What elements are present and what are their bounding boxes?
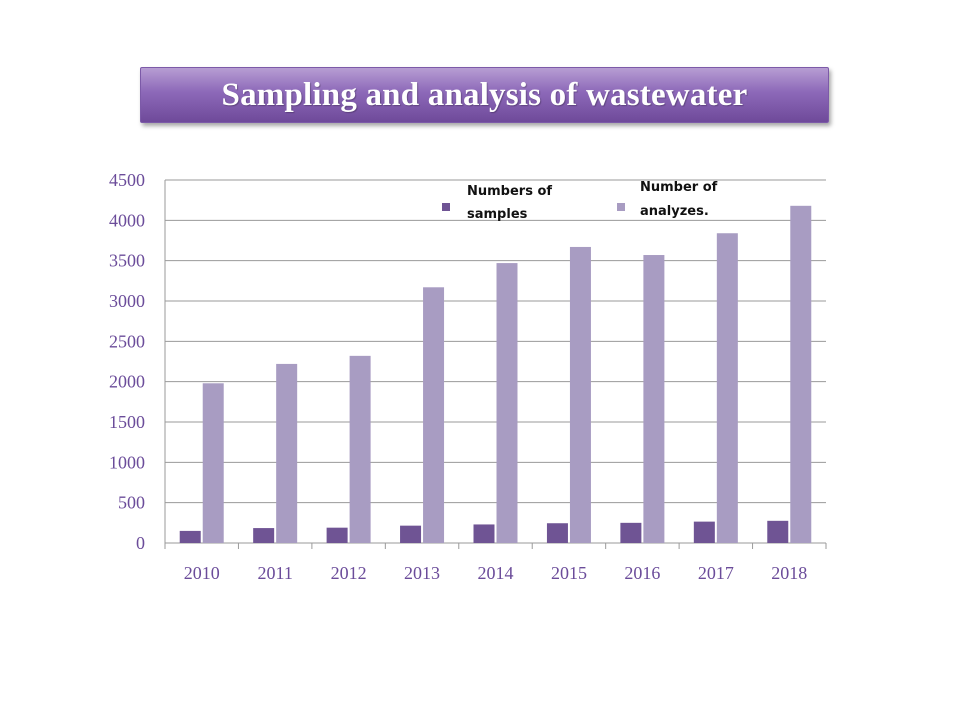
y-tick-label: 3500 xyxy=(109,251,145,271)
bars xyxy=(179,205,812,544)
bar-analyzes xyxy=(496,263,518,543)
bar-analyzes xyxy=(202,383,224,543)
y-tick-label: 1500 xyxy=(109,412,145,432)
legend-label: samples xyxy=(467,207,528,222)
gridlines xyxy=(165,179,826,504)
bar-samples xyxy=(326,527,348,543)
bar-samples xyxy=(473,524,495,543)
axes xyxy=(164,180,827,549)
y-tick-label: 1000 xyxy=(109,452,145,472)
legend-swatch-samples xyxy=(442,203,450,211)
x-tick-label: 2011 xyxy=(257,563,292,583)
bar-samples xyxy=(546,523,568,543)
y-tick-label: 3000 xyxy=(109,291,145,311)
bar-analyzes xyxy=(643,255,665,543)
y-tick-label: 0 xyxy=(136,533,145,553)
x-tick-label: 2017 xyxy=(698,563,734,583)
y-axis-ticks: 0 500 1000 1500 2000 2500 3000 3500 4000 4500 xyxy=(109,170,145,553)
y-tick-label: 2000 xyxy=(109,372,145,392)
x-tick-label: 2016 xyxy=(624,563,660,583)
legend: Numbers of samples Number of analyzes. xyxy=(442,180,718,222)
legend-swatch-analyzes xyxy=(617,203,625,211)
x-axis-ticks: 2010 2011 2012 2013 2014 2015 2016 2017 2018 xyxy=(184,563,808,583)
legend-label: Number of xyxy=(640,180,718,195)
x-tick-label: 2018 xyxy=(771,563,807,583)
y-tick-label: 500 xyxy=(118,493,145,513)
bar-samples xyxy=(400,525,422,543)
bar-samples xyxy=(620,522,642,543)
y-tick-label: 4500 xyxy=(109,170,145,190)
title-banner: Sampling and analysis of wastewater xyxy=(140,67,829,123)
bar-analyzes xyxy=(569,246,591,543)
bar-analyzes xyxy=(790,205,812,543)
chart-title: Sampling and analysis of wastewater xyxy=(221,76,748,113)
bar-samples xyxy=(693,521,715,543)
x-tick-label: 2013 xyxy=(404,563,440,583)
bar-analyzes xyxy=(716,233,738,544)
bar-analyzes xyxy=(349,355,371,543)
x-tick-label: 2010 xyxy=(184,563,220,583)
bar-analyzes xyxy=(276,363,298,543)
legend-label: Numbers of xyxy=(467,184,552,199)
y-tick-label: 4000 xyxy=(109,210,145,230)
bar-analyzes xyxy=(423,287,445,543)
bar-samples xyxy=(767,520,789,543)
bar-samples xyxy=(253,528,275,543)
x-tick-label: 2014 xyxy=(478,563,514,583)
x-tick-label: 2012 xyxy=(331,563,367,583)
legend-label: analyzes. xyxy=(640,204,709,219)
bar-samples xyxy=(179,530,201,543)
x-tick-label: 2015 xyxy=(551,563,587,583)
y-tick-label: 2500 xyxy=(109,331,145,351)
